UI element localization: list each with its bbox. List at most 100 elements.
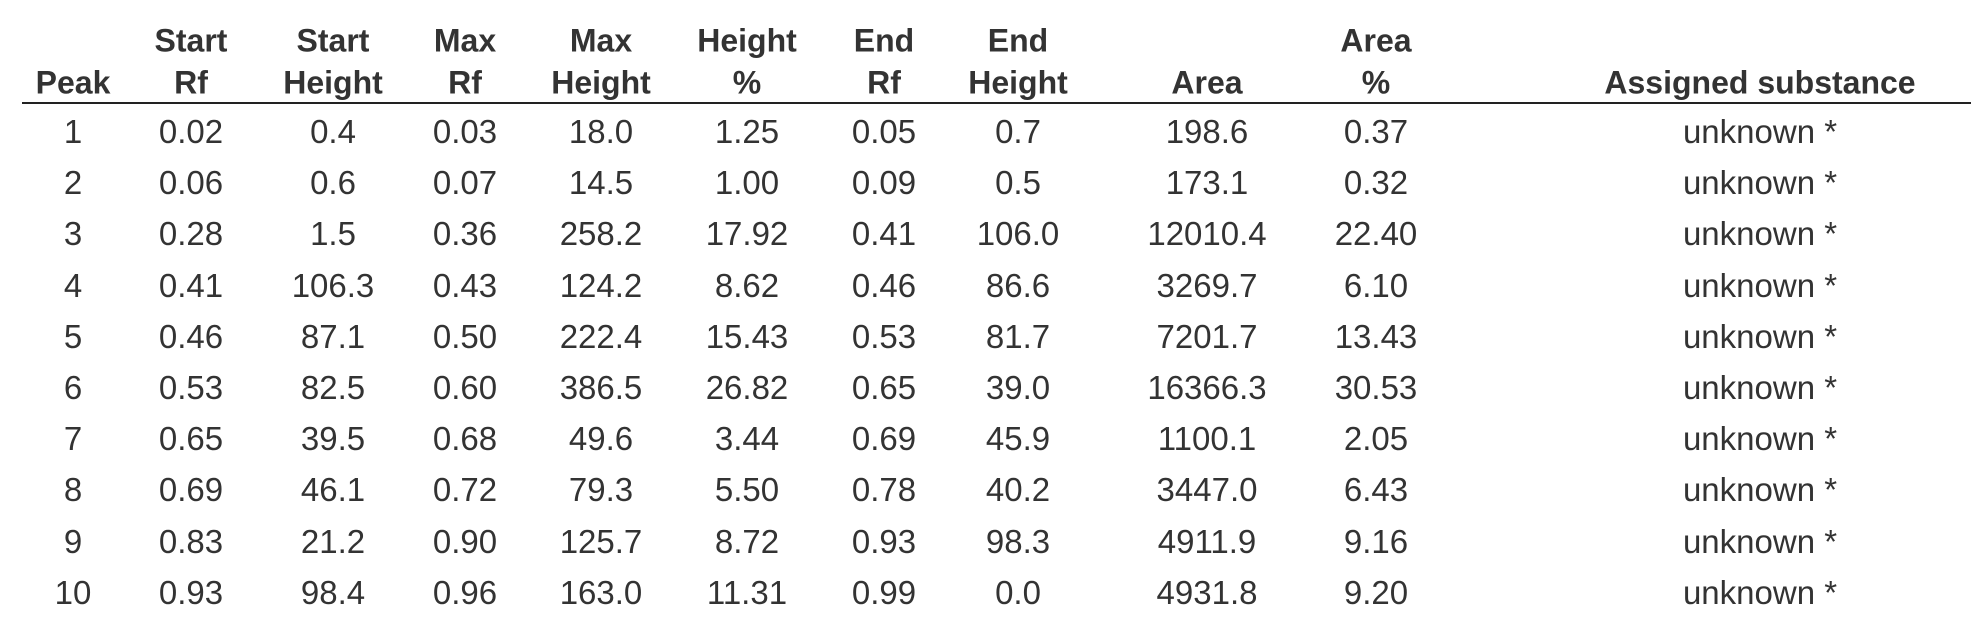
table-cell: 222.4 [559, 317, 643, 355]
column-header: % [732, 64, 762, 101]
table-cell: 0.28 [158, 215, 224, 253]
table-cell: 10 [54, 573, 92, 611]
column-header: Max [433, 22, 497, 59]
table-cell: 0.69 [851, 420, 917, 458]
table-cell: unknown * [1682, 266, 1838, 304]
table-cell: 1.5 [310, 215, 356, 253]
table-cell: 0.6 [310, 164, 356, 202]
table-cell: 0.93 [851, 522, 917, 560]
table-cell: unknown * [1682, 420, 1838, 458]
table-cell: 3269.7 [1156, 266, 1258, 304]
column-header: Max [569, 22, 633, 59]
column-header: Rf [867, 64, 901, 101]
table-cell: 15.43 [705, 317, 789, 355]
table-cell: 0.46 [158, 317, 224, 355]
table-cell: 98.3 [985, 522, 1051, 560]
column-header: Assigned substance [1604, 64, 1916, 101]
table-cell: 7201.7 [1156, 317, 1258, 355]
table-cell: 79.3 [568, 471, 634, 509]
table-cell: 18.0 [568, 113, 634, 150]
table-cell: 6 [63, 369, 83, 406]
column-header: End [853, 22, 915, 59]
table-cell: 30.53 [1334, 369, 1418, 406]
table-cell: 13.43 [1334, 317, 1418, 355]
table-cell: 82.5 [300, 369, 366, 406]
table-cell: 45.9 [985, 420, 1051, 458]
table-cell: 0.65 [851, 369, 917, 406]
table-cell: 0.05 [851, 113, 917, 150]
table-cell: 46.1 [300, 471, 366, 509]
table-cell: unknown * [1682, 113, 1838, 150]
table-cell: 0.36 [432, 215, 498, 253]
table-cell: unknown * [1682, 573, 1838, 611]
table-cell: 1 [63, 113, 83, 150]
table-cell: 0.5 [995, 164, 1041, 202]
table-cell: 8.62 [714, 266, 780, 304]
table-cell: 8 [63, 471, 83, 509]
table-cell: 0.02 [158, 113, 224, 150]
table-cell: 22.40 [1334, 215, 1418, 253]
table-cell: 106.3 [291, 266, 375, 304]
table-cell: 0.69 [158, 471, 224, 509]
table-cell: 0.99 [851, 573, 917, 611]
table-cell: 0.37 [1343, 113, 1409, 150]
table-cell: 0.0 [995, 573, 1041, 611]
header-rule [22, 102, 1971, 104]
table-cell: 0.96 [432, 573, 498, 611]
table-cell: 4 [63, 266, 83, 304]
table-cell: 12010.4 [1147, 215, 1267, 253]
table-cell: 0.65 [158, 420, 224, 458]
table-cell: 9 [63, 522, 83, 560]
table-cell: 0.53 [851, 317, 917, 355]
column-header: Height [551, 64, 651, 101]
table-cell: unknown * [1682, 522, 1838, 560]
table-cell: 0.72 [432, 471, 498, 509]
table-cell: unknown * [1682, 369, 1838, 406]
column-header: Rf [448, 64, 482, 101]
table-cell: 9.16 [1343, 522, 1409, 560]
table-cell: unknown * [1682, 215, 1838, 253]
column-header: Start [154, 22, 228, 59]
column-header: Area [1340, 22, 1412, 59]
table-cell: 0.46 [851, 266, 917, 304]
table-cell: 0.83 [158, 522, 224, 560]
column-header: Height [697, 22, 797, 59]
table-cell: 106.0 [976, 215, 1060, 253]
table-cell: 0.03 [432, 113, 498, 150]
table-cell: 0.60 [432, 369, 498, 406]
table-cell: 5 [63, 317, 83, 355]
table-cell: 11.31 [706, 573, 788, 611]
table-cell: 0.53 [158, 369, 224, 406]
column-header: Start [296, 22, 370, 59]
table-cell: 6.10 [1343, 266, 1409, 304]
table-cell: 198.6 [1165, 113, 1249, 150]
table-cell: 49.6 [568, 420, 634, 458]
table-cell: 386.5 [559, 369, 643, 406]
table-cell: 1100.1 [1157, 420, 1257, 458]
table-cell: 8.72 [714, 522, 780, 560]
table-cell: 86.6 [985, 266, 1051, 304]
table-cell: 16366.3 [1147, 369, 1267, 406]
table-cell: 0.68 [432, 420, 498, 458]
column-header: Peak [35, 64, 111, 101]
table-cell: 87.1 [300, 317, 366, 355]
table-cell: 17.92 [705, 215, 789, 253]
table-cell: 5.50 [714, 471, 780, 509]
table-cell: 21.2 [300, 522, 366, 560]
table-cell: 14.5 [568, 164, 634, 202]
column-header: Height [968, 64, 1068, 101]
column-header: % [1361, 64, 1391, 101]
table-cell: 124.2 [559, 266, 643, 304]
table-cell: 163.0 [559, 573, 643, 611]
column-header: Rf [174, 64, 208, 101]
table-cell: 0.32 [1343, 164, 1409, 202]
table-cell: 81.7 [985, 317, 1051, 355]
table-cell: 0.07 [432, 164, 498, 202]
table-cell: 26.82 [705, 369, 789, 406]
column-header: End [987, 22, 1049, 59]
table-cell: 98.4 [300, 573, 366, 611]
table-cell: 1.00 [714, 164, 780, 202]
table-cell: 0.50 [432, 317, 498, 355]
table-cell: 125.7 [559, 522, 643, 560]
